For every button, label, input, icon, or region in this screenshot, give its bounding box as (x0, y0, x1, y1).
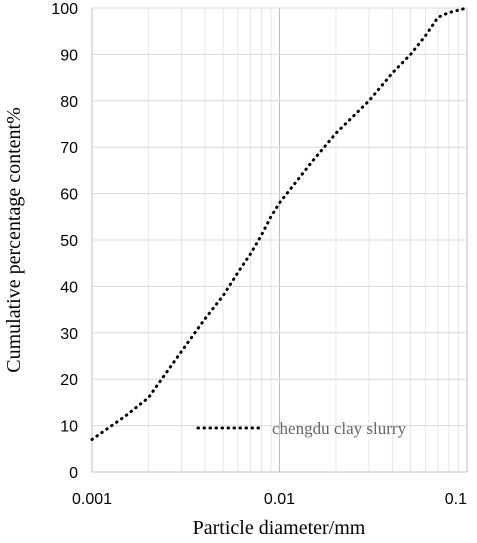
y-tick-label: 0 (69, 465, 78, 482)
y-tick-label: 60 (60, 187, 78, 204)
y-tick-label: 30 (60, 326, 78, 343)
grid (91, 7, 468, 473)
y-tick-label: 70 (60, 140, 78, 157)
x-tick-label: 0.01 (264, 491, 295, 508)
y-tick-label: 100 (51, 1, 78, 18)
series-layer (90, 6, 469, 441)
legend: chengdu clay slurry (196, 419, 407, 438)
x-tick-label: 0.001 (72, 491, 112, 508)
y-tick-label: 10 (60, 419, 78, 436)
series-line (90, 6, 469, 441)
y-tick-label: 40 (60, 279, 78, 296)
y-axis-title: Cumulative percentage content% (3, 107, 25, 372)
x-tick-label: 0.1 (445, 491, 467, 508)
legend-label: chengdu clay slurry (272, 419, 407, 438)
y-tick-label: 20 (60, 372, 78, 389)
x-axis-title: Particle diameter/mm (193, 517, 366, 539)
y-tick-label: 80 (60, 94, 78, 111)
tick-labels: 0 10 20 30 40 50 60 70 80 90 100 0.001 0.01 0.1 (51, 1, 467, 508)
y-tick-label: 90 (60, 47, 78, 64)
y-tick-label: 50 (60, 233, 78, 250)
axes (91, 8, 467, 473)
